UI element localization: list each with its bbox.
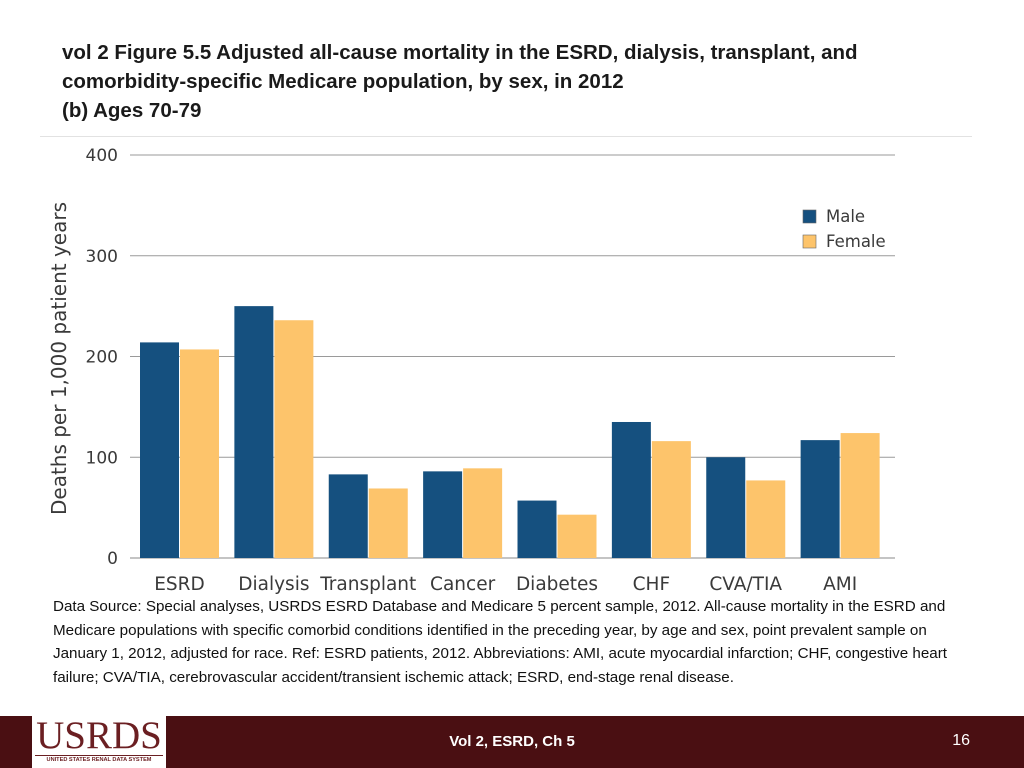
footer-bar: [0, 716, 1024, 768]
y-tick-label: 0: [107, 549, 118, 569]
y-axis-label: Deaths per 1,000 patient years: [47, 202, 71, 515]
data-source-note: Data Source: Special analyses, USRDS ESR…: [53, 598, 947, 686]
title-divider: [40, 136, 972, 137]
bar-male-cva-tia: [706, 457, 746, 558]
title-line-2: comorbidity-specific Medicare population…: [62, 70, 624, 93]
footer-chapter-label: Vol 2, ESRD, Ch 5: [449, 733, 575, 750]
bar-female-diabetes: [557, 514, 597, 558]
title-line-1: vol 2 Figure 5.5 Adjusted all-cause mort…: [62, 41, 858, 64]
legend-swatch-male: [802, 209, 817, 224]
page-number: 16: [952, 732, 970, 749]
figure-title: vol 2 Figure 5.5 Adjusted all-cause mort…: [62, 38, 962, 125]
y-tick-label: 400: [86, 146, 118, 166]
bar-male-ami: [800, 440, 840, 558]
x-tick-label: CVA/TIA: [709, 574, 782, 595]
bar-male-transplant: [328, 474, 368, 558]
bar-female-transplant: [368, 488, 408, 558]
x-tick-label: Diabetes: [516, 574, 598, 595]
usrds-logo: USRDS UNITED STATES RENAL DATA SYSTEM: [32, 712, 166, 768]
bar-male-diabetes: [517, 500, 557, 558]
logo-rule: [35, 755, 163, 756]
y-tick-label: 200: [86, 348, 118, 368]
legend-label-female: Female: [826, 232, 886, 251]
legend-swatch-female: [802, 234, 817, 249]
x-tick-label: AMI: [823, 574, 857, 595]
bar-female-cva-tia: [746, 480, 786, 558]
y-tick-label: 100: [86, 448, 118, 468]
logo-subtitle: UNITED STATES RENAL DATA SYSTEM: [46, 757, 152, 763]
logo-wordmark: USRDS: [36, 714, 162, 757]
x-tick-label: Transplant: [319, 574, 416, 595]
bar-male-esrd: [140, 342, 179, 558]
bar-male-dialysis: [234, 306, 274, 558]
x-tick-label: ESRD: [154, 574, 205, 595]
x-tick-label: Cancer: [430, 574, 496, 595]
bar-female-esrd: [180, 349, 219, 558]
bar-male-chf: [611, 421, 651, 558]
bar-male-cancer: [423, 471, 463, 558]
x-tick-label: CHF: [633, 574, 670, 595]
bar-chart: 0 100 200 300 400 Deaths per 1,000 patient ye…: [47, 146, 895, 595]
bar-female-dialysis: [274, 320, 314, 558]
y-tick-label: 300: [86, 247, 118, 267]
bar-female-cancer: [463, 468, 503, 558]
title-line-3: (b) Ages 70-79: [62, 99, 202, 122]
legend-label-male: Male: [826, 207, 865, 226]
bar-female-ami: [840, 433, 880, 558]
bar-female-chf: [651, 441, 691, 558]
x-tick-label: Dialysis: [238, 574, 309, 595]
